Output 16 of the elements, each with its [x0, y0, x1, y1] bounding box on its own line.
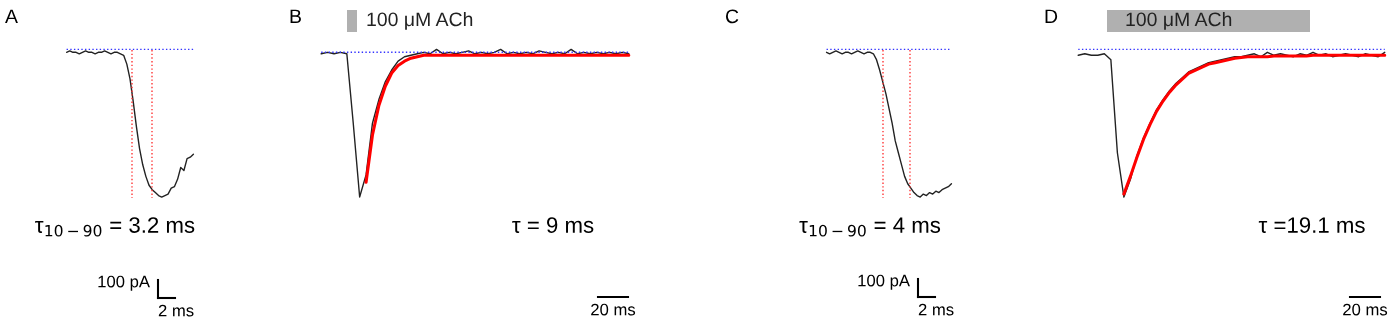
- text: τ$_{10−90}$ = 3.2 ms: [35, 217, 195, 237]
- text: 2 ms: [918, 303, 954, 316]
- text: 100 pA: [98, 275, 150, 291]
- chart-title: A: [5, 9, 18, 24]
- text: 2 ms: [158, 304, 194, 317]
- text: τ = 9 ms: [512, 217, 594, 233]
- text: 100 μM ACh: [1126, 11, 1232, 30]
- chart-title: B: [290, 9, 301, 24]
- text: 100 pA: [858, 274, 910, 290]
- text: 20 ms: [591, 303, 636, 316]
- text: τ =19.1 ms: [1258, 217, 1365, 233]
- text: 20 ms: [1343, 303, 1388, 316]
- chart-title: D: [1045, 9, 1058, 24]
- chart-title: C: [725, 9, 739, 24]
- text: τ$_{10−90}$ = 4 ms: [799, 217, 941, 237]
- text: 100 μM ACh: [367, 11, 473, 30]
